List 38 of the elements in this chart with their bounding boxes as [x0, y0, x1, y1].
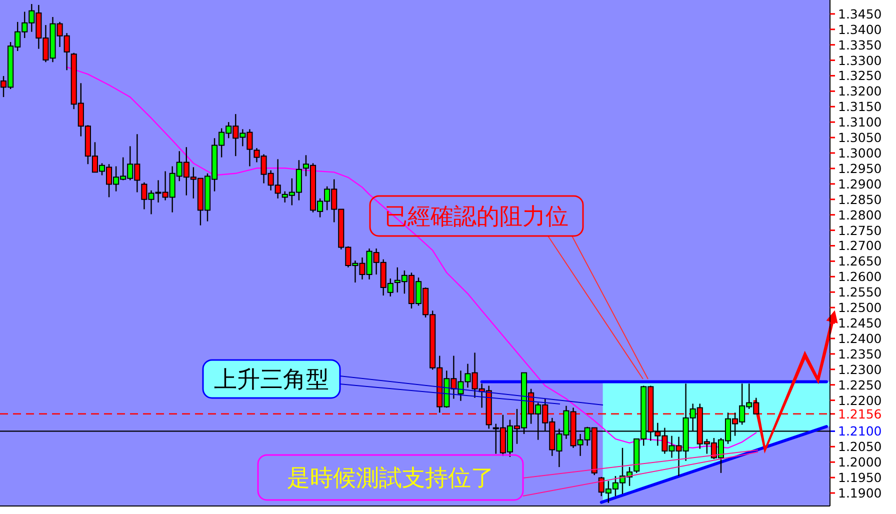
y-tick-label: 1.3350 [838, 37, 882, 52]
y-tick-label: 1.2300 [838, 362, 882, 377]
y-tick-label: 1.3300 [838, 52, 882, 68]
y-tick-label: 1.2900 [838, 176, 882, 192]
y-tick-label: 1.2450 [838, 316, 882, 331]
y-tick-label: 1.2950 [838, 160, 882, 176]
y-tick-label: 1.3100 [838, 114, 882, 130]
y-tick-label: 1.2750 [838, 222, 882, 238]
y-tick-label: 1.2550 [838, 284, 882, 300]
y-tick-label: 1.3200 [838, 84, 882, 99]
annotation: 是時候測試支持位了 [257, 454, 524, 501]
y-tick-label: 1.3250 [838, 68, 882, 84]
y-tick-label: 1.2050 [838, 439, 882, 454]
y-tick-label: 1.1950 [838, 470, 882, 486]
y-tick-label: 1.2200 [838, 392, 882, 408]
annotation: 已經確認的阻力位 [384, 204, 568, 230]
y-tick-label: 1.3050 [838, 130, 882, 146]
y-tick-label: 1.1900 [838, 486, 882, 501]
y-tick-label: 1.3400 [838, 22, 882, 37]
annotation: 是時候測試支持位了 [287, 466, 494, 492]
y-tick-label: 1.3150 [838, 99, 882, 114]
y-tick-label: 1.2700 [838, 238, 882, 254]
y-tick-label: 1.2800 [838, 207, 882, 222]
y-tick-label: 1.2250 [838, 377, 882, 392]
y-tick-label: 1.2600 [838, 269, 882, 284]
y-tick-label: 1.2500 [838, 300, 882, 316]
y-tick-label: 1.3450 [838, 6, 882, 22]
y-tick-label: 1.3000 [838, 146, 882, 161]
annotation: 上升三角型 [214, 367, 329, 393]
y-tick-label: 1.2400 [838, 330, 882, 346]
ref-line-label: 1.2156 [838, 406, 882, 422]
ref-line-label: 1.2100 [838, 424, 882, 439]
y-tick-label: 1.2350 [838, 346, 882, 362]
y-tick-label: 1.2000 [838, 454, 882, 470]
y-tick-label: 1.2650 [838, 254, 882, 269]
annotation: 上升三角型 [202, 359, 341, 399]
y-tick-label: 1.2850 [838, 192, 882, 207]
annotation: 已經確認的阻力位 [369, 195, 584, 237]
